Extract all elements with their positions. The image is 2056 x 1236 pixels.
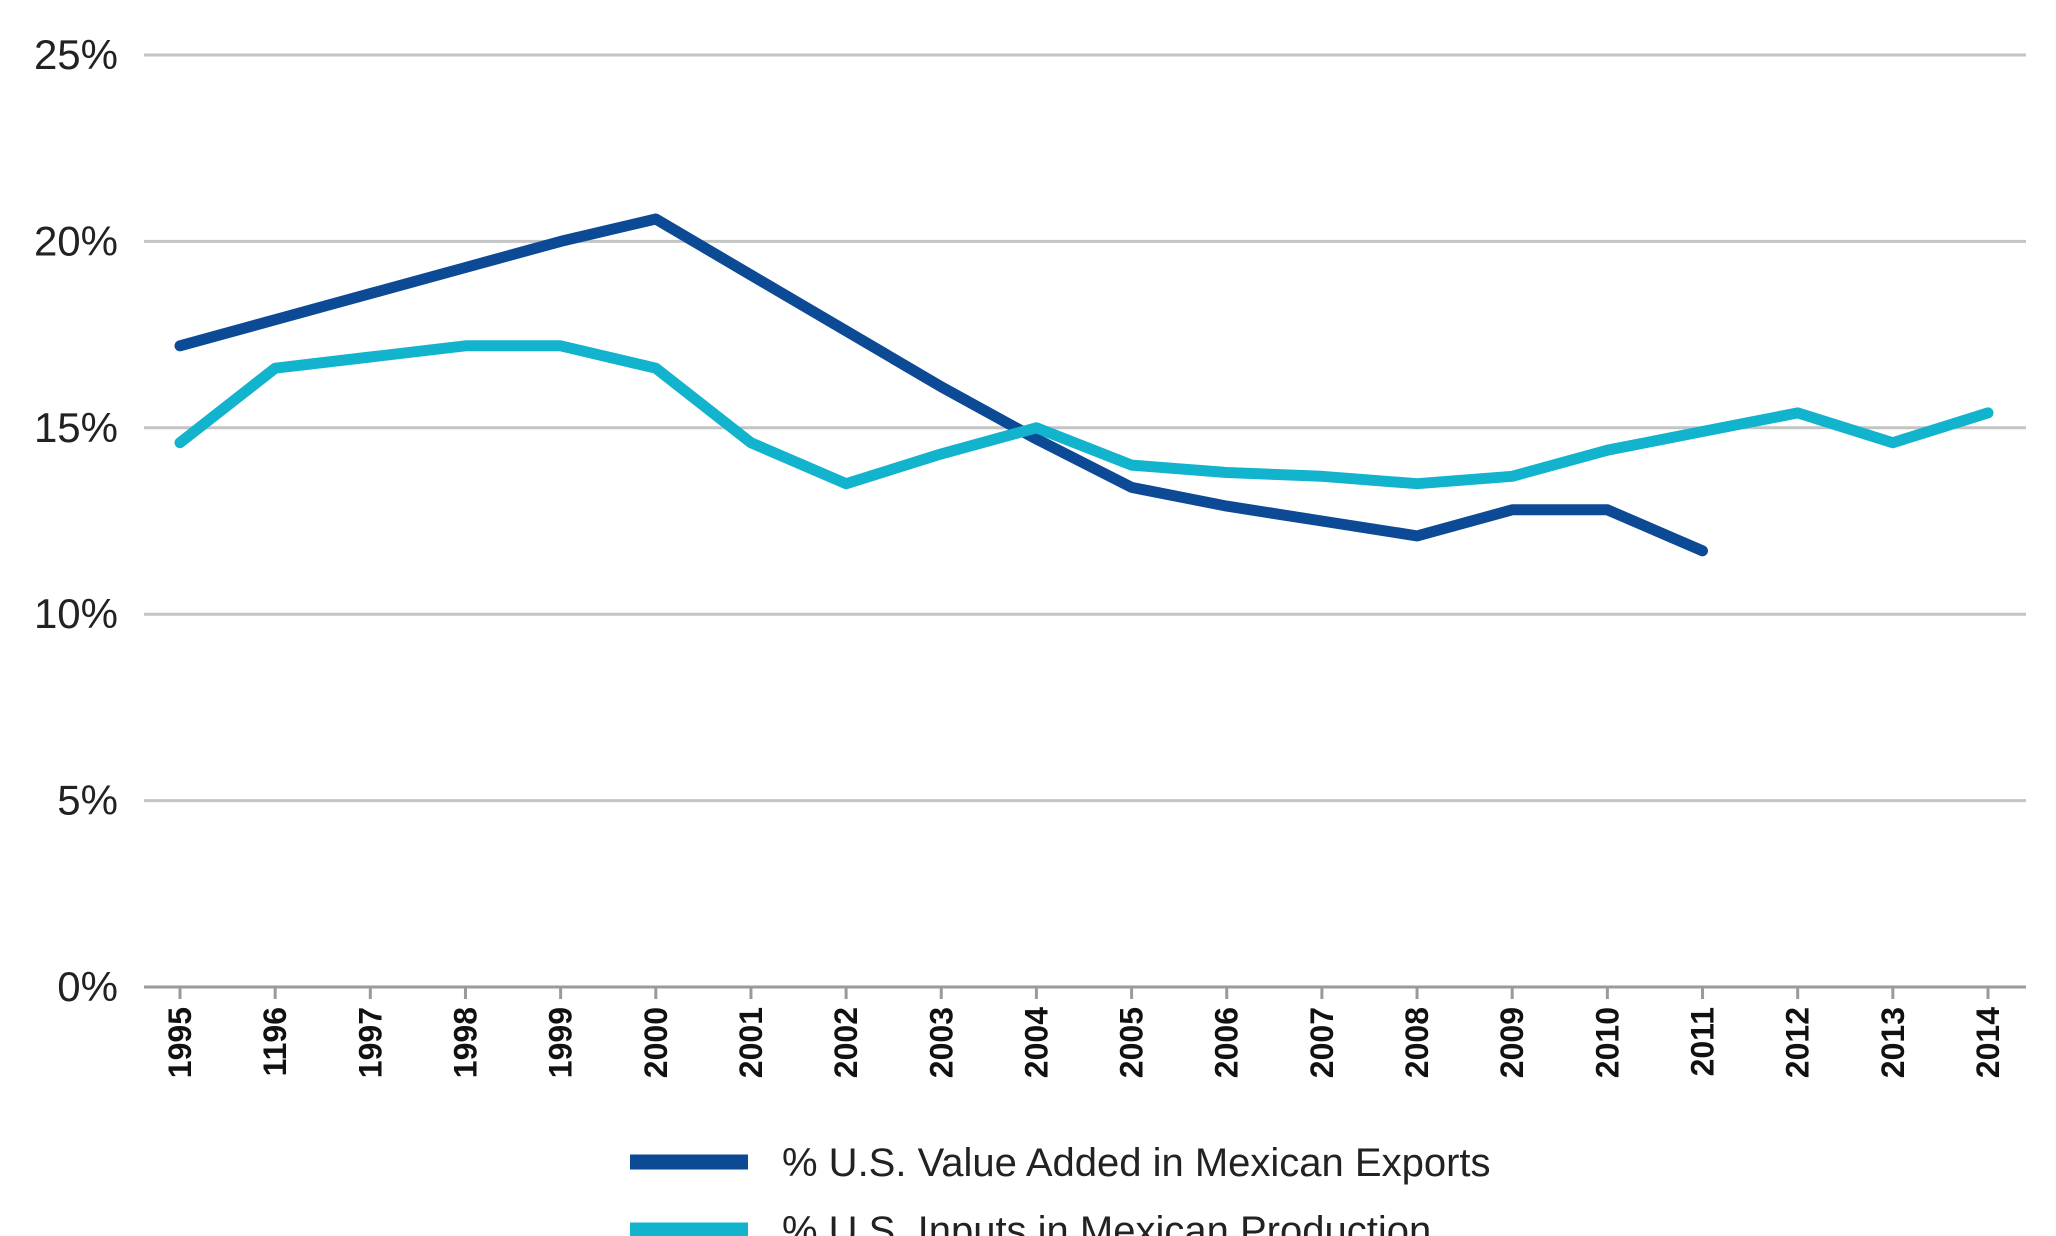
x-tick-label: 2011 <box>1685 1007 1721 1076</box>
x-tick-label: 2007 <box>1304 1007 1340 1078</box>
x-tick-label: 2009 <box>1494 1007 1530 1078</box>
x-tick-label: 1999 <box>543 1007 579 1078</box>
x-tick-label: 2013 <box>1875 1007 1911 1078</box>
x-tick-label: 2006 <box>1209 1007 1245 1078</box>
y-tick-label: 15% <box>34 404 118 451</box>
y-tick-label: 10% <box>34 590 118 637</box>
x-tick-label: 2014 <box>1970 1007 2006 1078</box>
x-tick-label: 1998 <box>447 1007 483 1078</box>
x-tick-label: 1995 <box>162 1007 198 1078</box>
series-line-2 <box>174 340 1994 490</box>
x-tick-label: 1196 <box>257 1007 293 1076</box>
y-tick-label: 25% <box>34 31 118 78</box>
x-tick-label: 2001 <box>733 1007 769 1078</box>
y-tick-label: 20% <box>34 217 118 264</box>
y-tick-label: 5% <box>57 777 118 824</box>
legend-label-2: % U.S. Inputs in Mexican Production <box>782 1209 1431 1236</box>
x-axis-tick-labels: 1995 1196 1997 1998 1999 2000 2001 2002 2003 2004… <box>162 1007 2006 1078</box>
x-tick-label: 2012 <box>1780 1007 1816 1078</box>
y-tick-label: 0% <box>57 963 118 1010</box>
x-tick-label: 2008 <box>1399 1007 1435 1078</box>
gridlines <box>144 53 2026 999</box>
x-tick-label: 2005 <box>1114 1007 1150 1078</box>
x-tick-label: 2002 <box>828 1007 864 1078</box>
x-tick-label: 2003 <box>923 1007 959 1078</box>
x-tick-label: 1997 <box>352 1007 388 1078</box>
x-tick-label: 2010 <box>1589 1007 1625 1078</box>
y-axis-tick-labels: 0% 5% 10% 15% 20% 25% <box>34 31 118 1010</box>
series-lines <box>174 213 1994 557</box>
x-tick-label: 2004 <box>1018 1007 1054 1078</box>
x-tick-label: 2000 <box>638 1007 674 1078</box>
series-line-1 <box>174 213 1708 557</box>
legend: % U.S. Value Added in Mexican Exports % U… <box>630 1141 1491 1236</box>
legend-label-1: % U.S. Value Added in Mexican Exports <box>782 1141 1491 1185</box>
